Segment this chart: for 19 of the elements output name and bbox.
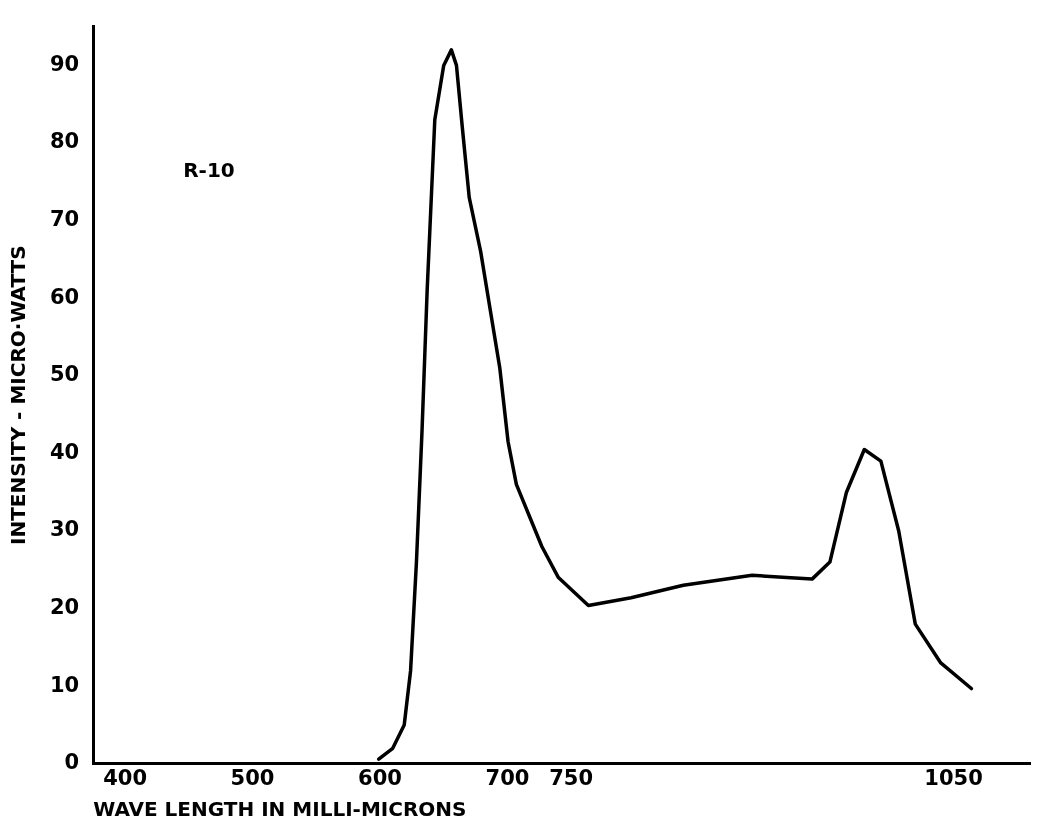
y-axis-title: INTENSITY - MICRO·WATTS <box>6 245 31 546</box>
x-axis-title: WAVE LENGTH IN MILLI-MICRONS <box>93 797 467 822</box>
y-tick-label: 50 <box>49 362 80 387</box>
y-tick-label: 20 <box>49 595 80 620</box>
y-tick-label: 40 <box>49 439 80 464</box>
x-tick-label: 400 <box>103 765 148 790</box>
x-tick-label: 500 <box>230 765 275 790</box>
x-tick-label: 1050 <box>924 765 983 790</box>
x-tick-label: 700 <box>485 765 530 790</box>
x-tick-label: 750 <box>549 765 594 790</box>
y-tick-label: 60 <box>49 284 80 309</box>
y-tick-label: 10 <box>49 672 80 697</box>
y-tick-label: 90 <box>49 51 80 76</box>
y-tick-label: 70 <box>49 207 80 232</box>
y-tick-label: 30 <box>49 517 80 542</box>
annotation: R-10 <box>183 157 235 182</box>
x-tick-label: 600 <box>358 765 402 790</box>
y-tick-label: 0 <box>64 750 80 775</box>
y-tick-label: 80 <box>49 129 80 154</box>
